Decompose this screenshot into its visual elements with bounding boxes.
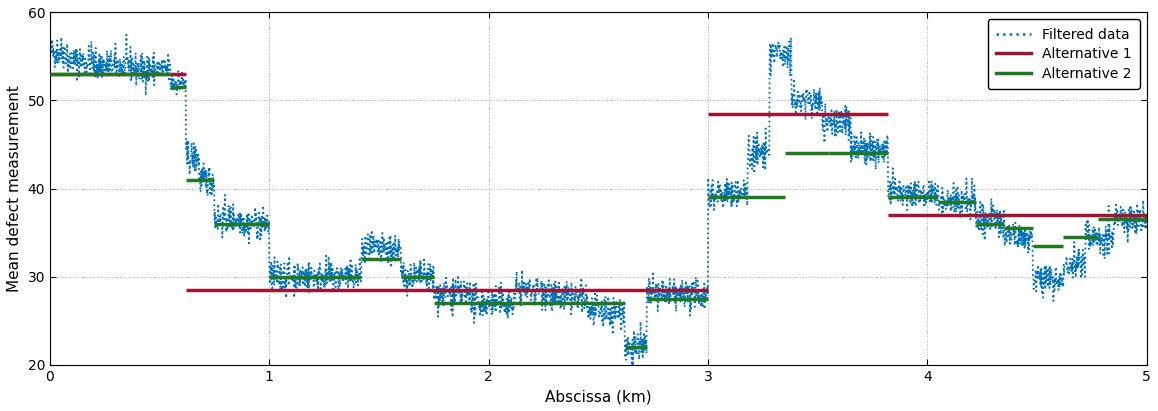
Legend: Filtered data, Alternative 1, Alternative 2: Filtered data, Alternative 1, Alternativ… bbox=[988, 19, 1139, 89]
Y-axis label: Mean defect measurement: Mean defect measurement bbox=[7, 85, 22, 292]
X-axis label: Abscissa (km): Abscissa (km) bbox=[545, 389, 652, 404]
